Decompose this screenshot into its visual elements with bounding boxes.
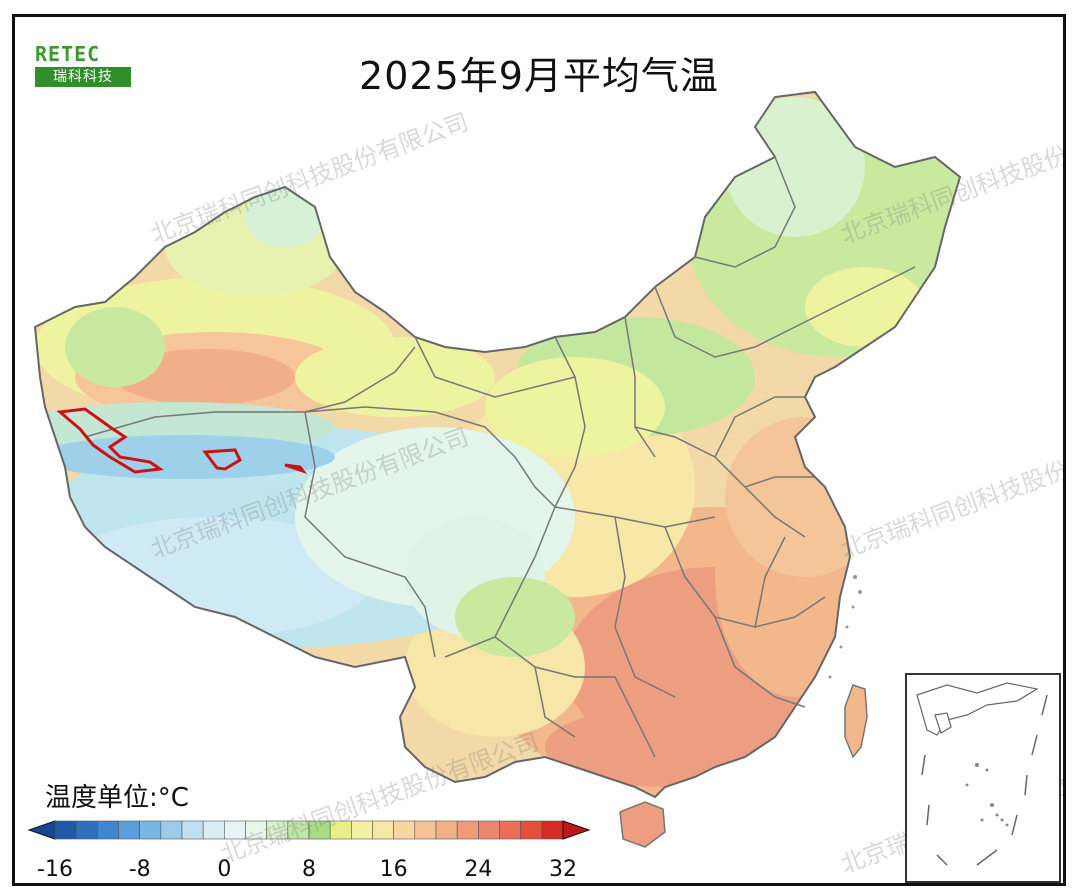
colorbar-swatch	[287, 820, 310, 840]
colorbar-tick-label: 24	[464, 857, 493, 882]
colorbar-swatch	[181, 820, 204, 840]
colorbar-swatch	[266, 820, 289, 840]
colorbar-swatch	[520, 820, 543, 840]
colorbar-swatch	[499, 820, 521, 840]
country-border	[33, 90, 962, 799]
colorbar-swatch	[329, 820, 352, 840]
colorbar-swatch	[456, 820, 479, 840]
map-title: 2025年9月平均气温	[359, 54, 719, 98]
colorbar-swatch	[97, 820, 119, 840]
colorbar-swatch	[478, 820, 500, 840]
coast-islands	[828, 575, 862, 679]
colorbar-under-arrow	[27, 820, 56, 840]
colorbar-tick-label: 16	[379, 857, 408, 882]
colorbar-swatch	[160, 820, 183, 840]
colorbar-tick-label: 32	[549, 857, 577, 882]
colorbar-swatch	[202, 820, 225, 840]
logo-text-bottom: 瑞科科技	[35, 67, 131, 87]
colorbar-tick-label: 8	[302, 857, 316, 882]
colorbar-swatch	[393, 820, 416, 840]
map-frame: RETEC 瑞科科技 2025年9月平均气温 北京瑞科同创科技股份有限公司 北京…	[12, 14, 1066, 886]
colorbar-swatch	[414, 820, 437, 840]
alert-outlines	[56, 407, 308, 474]
logo-text-top: RETEC	[35, 42, 101, 66]
inset-map	[916, 682, 1048, 866]
colorbar-swatch	[435, 820, 458, 840]
colorbar-tick-label: -16	[37, 857, 73, 882]
colorbar-tick-label: -8	[128, 857, 151, 882]
province-borders	[84, 156, 916, 758]
unit-label: 温度单位:°C	[45, 783, 189, 813]
colorbar-swatch	[139, 820, 162, 840]
colorbar-swatch	[224, 820, 246, 840]
colorbar-swatch	[54, 820, 77, 840]
retec-logo: RETEC 瑞科科技	[35, 43, 131, 89]
taiwan-island	[844, 684, 868, 759]
colorbar-swatch	[118, 820, 140, 840]
china-temperature-map	[27, 90, 962, 848]
south-china-sea-inset	[905, 673, 1061, 883]
hainan-island	[619, 801, 666, 848]
colorbar-swatch	[308, 820, 331, 840]
colorbar-swatch	[351, 820, 373, 840]
colorbar-swatch	[245, 820, 267, 840]
colorbar-swatch	[372, 820, 394, 840]
colorbar	[27, 820, 591, 840]
colorbar-swatch	[75, 820, 98, 840]
colorbar-over-arrow	[562, 820, 591, 840]
colorbar-swatch	[541, 820, 564, 840]
colorbar-tick-label: 0	[217, 857, 232, 882]
